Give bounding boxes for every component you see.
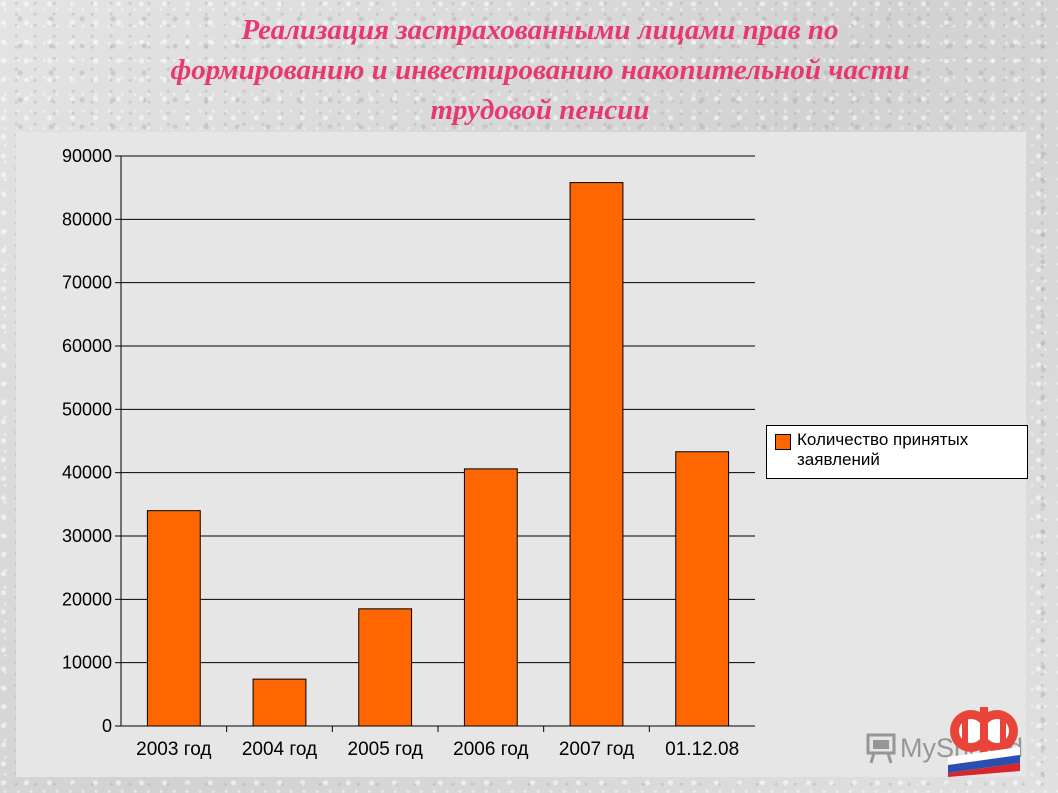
y-tick-label: 40000 <box>62 463 112 483</box>
y-tick-label: 0 <box>102 716 112 736</box>
bar <box>146 510 201 727</box>
x-tick-label: 2007 год <box>559 739 634 760</box>
title-line-1: Реализация застрахованными лицами прав п… <box>241 14 839 46</box>
legend-label: Количество принятых заявлений <box>797 430 969 469</box>
y-tick-label: 20000 <box>62 589 112 609</box>
y-tick-label: 90000 <box>62 146 112 166</box>
x-tick-label: 2003 год <box>136 739 211 760</box>
y-tick-label: 10000 <box>62 653 112 673</box>
y-tick-label: 70000 <box>62 273 112 293</box>
bar <box>569 182 624 727</box>
y-tick-label: 30000 <box>62 526 112 546</box>
bar <box>675 451 730 727</box>
x-tick-label: 01.12.08 <box>665 739 739 760</box>
title-line-3: трудовой пенсии <box>430 94 650 126</box>
bar <box>358 608 413 727</box>
title-line-2: формированию и инвестированию накопитель… <box>170 54 910 86</box>
chart-legend: Количество принятых заявлений <box>766 425 1028 479</box>
y-tick-label: 50000 <box>62 399 112 419</box>
bar <box>252 678 307 727</box>
presentation-icon <box>866 733 896 764</box>
x-tick-label: 2005 год <box>348 739 423 760</box>
legend-swatch <box>775 434 791 450</box>
y-tick-label: 80000 <box>62 209 112 229</box>
x-tick-label: 2006 год <box>453 739 528 760</box>
slide-title: Реализация застрахованными лицами прав п… <box>40 10 1040 130</box>
bar-chart: 0 10000 20000 30000 40000 50000 60000 70000 8000… <box>62 146 755 760</box>
x-tick-label: 2004 год <box>242 739 317 760</box>
bar <box>463 468 518 727</box>
pension-fund-logo-icon <box>948 707 1020 777</box>
y-tick-label: 60000 <box>62 336 112 356</box>
